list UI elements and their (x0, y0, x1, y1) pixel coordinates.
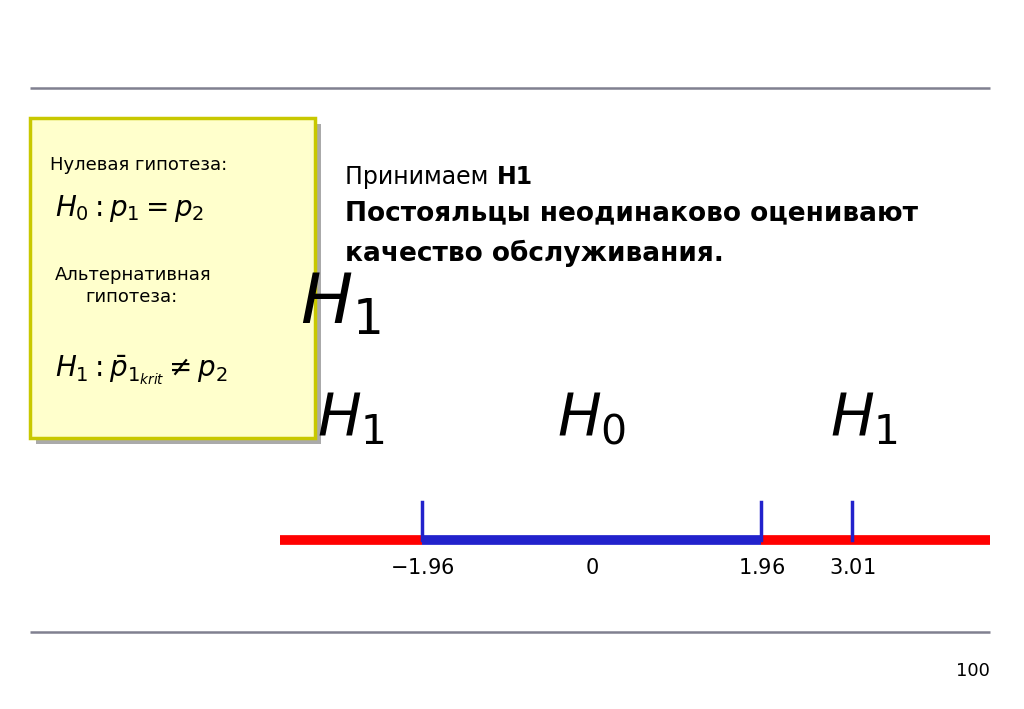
Text: Н1: Н1 (497, 165, 534, 189)
Text: Альтернативная: Альтернативная (55, 266, 212, 284)
Text: Нулевая гипотеза:: Нулевая гипотеза: (50, 156, 227, 174)
Text: Принимаем: Принимаем (345, 165, 511, 189)
Text: $H_1 : \bar{p}_{1_{krit}} \neq p_2$: $H_1 : \bar{p}_{1_{krit}} \neq p_2$ (55, 353, 227, 387)
Text: $-1.96$: $-1.96$ (390, 558, 455, 578)
Text: $0$: $0$ (585, 558, 599, 578)
Text: гипотеза:: гипотеза: (85, 288, 177, 306)
Text: $H_0 : p_1 = p_2$: $H_0 : p_1 = p_2$ (55, 193, 204, 224)
Text: $\mathit{H}_1$: $\mathit{H}_1$ (300, 271, 381, 338)
Text: $1.96$: $1.96$ (738, 558, 785, 578)
Text: 100: 100 (956, 662, 990, 680)
Text: Постояльцы неодинаково оценивают: Постояльцы неодинаково оценивают (345, 200, 918, 226)
Text: $\mathit{H}_1$: $\mathit{H}_1$ (830, 390, 898, 447)
FancyBboxPatch shape (36, 124, 321, 444)
Text: $\mathit{H}_0$: $\mathit{H}_0$ (557, 390, 627, 447)
FancyBboxPatch shape (30, 118, 315, 438)
Text: $\mathit{H}_1$: $\mathit{H}_1$ (317, 390, 385, 447)
Text: $3.01$: $3.01$ (829, 558, 876, 578)
Text: качество обслуживания.: качество обслуживания. (345, 240, 724, 267)
